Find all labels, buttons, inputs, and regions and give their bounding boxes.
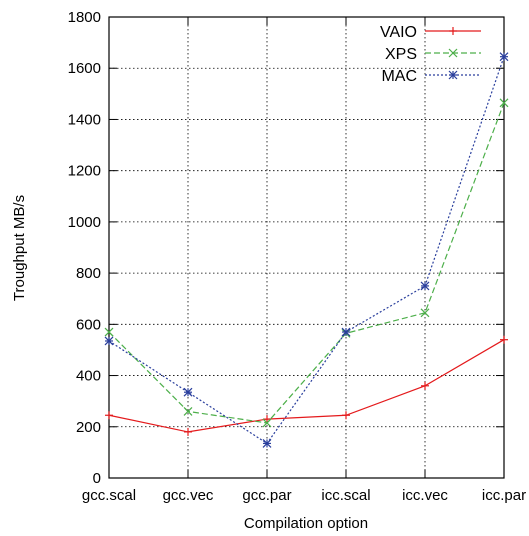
- vaio-marker: [342, 411, 350, 420]
- legend-item-xps: XPS: [385, 46, 481, 63]
- axis-ticks: 0 200 400 600 800 1000 1200 1400 1600 1800 gcc.sca…: [68, 9, 526, 504]
- x-tick-label: gcc.par: [242, 487, 291, 504]
- vaio-line: [108, 339, 505, 433]
- x-tick-label: icc.vec: [402, 487, 448, 504]
- y-tick-label: 1400: [68, 111, 101, 128]
- xps-marker: [104, 327, 114, 337]
- legend-label: VAIO: [380, 24, 417, 41]
- vaio-marker: [184, 427, 192, 436]
- x-tick-label: gcc.scal: [82, 487, 136, 504]
- xps-marker: [420, 308, 430, 318]
- vaio-marker: [421, 381, 429, 390]
- y-tick-label: 1600: [68, 60, 101, 77]
- vaio-marker: [500, 335, 508, 344]
- mac-marker: [341, 327, 351, 337]
- y-tick-label: 1200: [68, 163, 101, 180]
- xps-marker: [262, 418, 272, 428]
- vaio-marker: [105, 411, 113, 420]
- mac-marker: [420, 281, 430, 291]
- plot-frame: [108, 16, 505, 479]
- y-tick-label: 800: [76, 265, 101, 282]
- x-tick-label: icc.par: [482, 487, 526, 504]
- xps-line: [108, 102, 505, 424]
- y-tick-label: 0: [93, 470, 101, 487]
- xps-marker: [499, 98, 509, 108]
- xps-marker: [448, 48, 458, 58]
- y-tick-label: 200: [76, 419, 101, 436]
- mac-marker: [499, 52, 509, 62]
- y-tick-label: 1000: [68, 214, 101, 231]
- x-tick-label: icc.scal: [321, 487, 370, 504]
- legend-item-vaio: VAIO: [380, 24, 481, 41]
- mac-marker: [262, 439, 272, 448]
- legend-item-mac: MAC: [381, 68, 481, 85]
- vaio-marker: [263, 415, 271, 424]
- series-vaio: [105, 335, 508, 436]
- mac-marker: [104, 336, 114, 346]
- grid: [109, 17, 504, 478]
- x-axis-title: Compilation option: [244, 515, 368, 532]
- y-tick-label: 600: [76, 316, 101, 333]
- legend-label: XPS: [385, 46, 417, 63]
- mac-line: [108, 56, 505, 445]
- y-tick-label: 1800: [68, 9, 101, 26]
- xps-marker: [183, 406, 193, 416]
- legend: VAIO XPS MAC: [380, 24, 481, 85]
- legend-label: MAC: [381, 68, 417, 85]
- vaio-marker: [449, 27, 457, 35]
- series-xps: [104, 98, 509, 428]
- y-axis-title: Troughput MB/s: [11, 195, 28, 301]
- x-tick-label: gcc.vec: [163, 487, 214, 504]
- series-layer: [104, 52, 509, 448]
- mac-marker: [183, 387, 193, 397]
- y-tick-label: 400: [76, 368, 101, 385]
- series-mac: [104, 52, 509, 448]
- mac-marker: [448, 70, 458, 80]
